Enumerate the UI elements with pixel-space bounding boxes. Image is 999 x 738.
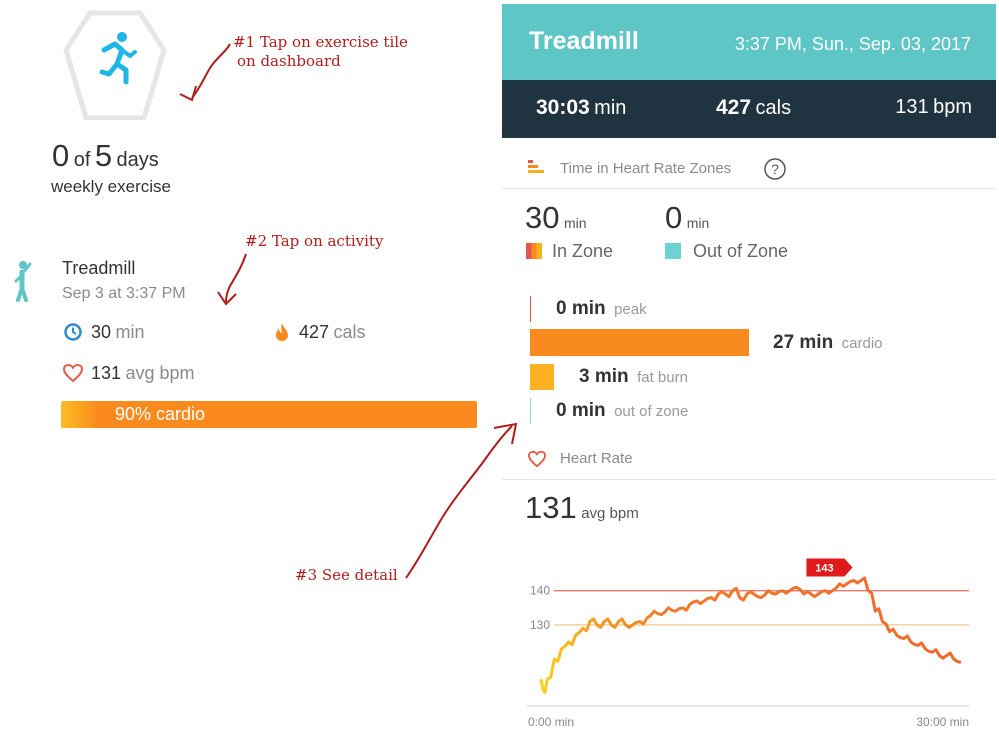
cardio-progress-bar: 90% cardio <box>61 401 477 428</box>
exercise-tile[interactable] <box>60 10 170 120</box>
annotation-step1-line2: on dashboard <box>237 52 341 70</box>
in-zone-value: 30 <box>525 200 560 235</box>
detail-duration-unit: min <box>594 97 627 119</box>
flame-icon <box>276 323 288 341</box>
annotation-step3: #3 See detail <box>295 566 398 584</box>
detail-calories-unit: cals <box>755 97 792 119</box>
exercise-count: 0 <box>52 138 70 173</box>
in-zone-swatch <box>526 243 542 259</box>
annotation-arrow-2 <box>217 253 247 306</box>
out-zone-value: 0 <box>665 200 683 235</box>
annotation-arrow-1 <box>179 43 231 102</box>
detail-datetime: 3:37 PM, Sun., Sep. 03, 2017 <box>734 34 971 54</box>
heart-icon <box>62 363 84 383</box>
detail-title: Treadmill <box>529 27 639 55</box>
activity-date: Sep 3 at 3:37 PM <box>62 285 186 302</box>
zones-section-title: Time in Heart Rate Zones <box>560 160 732 177</box>
heart-outline-icon <box>527 450 547 468</box>
out-zone-label: Out of Zone <box>693 241 789 261</box>
annotation-step2: #2 Tap on activity <box>245 232 384 250</box>
question-circle-icon[interactable]: ? <box>763 157 787 181</box>
walking-person-icon <box>14 261 32 302</box>
in-zone-unit: min <box>563 215 587 231</box>
zone-bar-out-of-zone <box>530 398 531 424</box>
heart-rate-divider <box>502 479 996 480</box>
zone-out-label: out of zone <box>614 403 689 420</box>
exercise-days-word: days <box>116 149 159 171</box>
zone-bar-cardio <box>530 329 749 356</box>
zone-bar-peak <box>530 296 531 322</box>
zone-peak-label: peak <box>614 301 647 318</box>
exercise-of-word: of <box>73 149 91 171</box>
activity-calories-unit: cals <box>333 322 366 342</box>
zone-bar-fat-burn <box>530 364 554 390</box>
max-heart-rate-badge <box>806 558 853 577</box>
zone-fat-burn-label: fat burn <box>637 369 688 386</box>
detail-calories-value: 427 <box>716 96 752 119</box>
annotation-arrow-3 <box>405 422 518 579</box>
activity-duration-value: 30 <box>91 322 112 342</box>
activity-list-item[interactable]: Treadmill Sep 3 at 3:37 PM 30 min 427 ca… <box>10 250 480 440</box>
activity-calories-value: 427 <box>299 322 330 342</box>
x-axis-end-label: 30:00 min <box>916 715 969 729</box>
zone-fat-burn-value: 3 min <box>579 366 629 387</box>
in-zone-label: In Zone <box>552 241 614 261</box>
detail-duration-value: 30:03 <box>536 96 590 119</box>
detail-bpm-unit: bpm <box>933 96 972 118</box>
x-axis-start-label: 0:00 min <box>528 715 574 729</box>
heart-rate-section-title: Heart Rate <box>560 450 633 467</box>
out-zone-swatch <box>665 243 681 259</box>
zone-cardio-value: 27 min <box>773 332 834 353</box>
zones-chart-icon <box>528 160 544 173</box>
detail-summary-bar: 30:03 min 427 cals 131 bpm <box>502 80 996 138</box>
exercise-goal: 5 <box>94 138 113 173</box>
out-zone-unit: min <box>686 215 710 231</box>
y-tick-label: 140 <box>530 584 550 598</box>
max-heart-rate-label: 143 <box>815 562 833 574</box>
heart-rate-avg-unit: avg bpm <box>581 505 639 522</box>
detail-bpm-value: 131 <box>895 96 929 118</box>
activity-title: Treadmill <box>62 258 136 278</box>
running-person-icon <box>99 32 137 85</box>
svg-text:?: ? <box>771 161 779 177</box>
y-tick-label: 130 <box>530 618 550 632</box>
exercise-subtitle: weekly exercise <box>51 177 171 196</box>
heart-rate-avg-value: 131 <box>525 490 577 525</box>
annotation-step1-line1: #1 Tap on exercise tile <box>233 33 408 51</box>
clock-icon <box>64 323 82 341</box>
activity-bpm-unit: avg bpm <box>125 363 195 383</box>
cardio-progress-label: 90% cardio <box>115 404 206 424</box>
heart-rate-chart: 140 130 143 0:00 min 30:00 min <box>527 558 969 729</box>
zone-peak-value: 0 min <box>556 298 606 319</box>
zone-out-value: 0 min <box>556 400 606 421</box>
detail-header: Treadmill 3:37 PM, Sun., Sep. 03, 2017 <box>502 4 996 80</box>
zone-cardio-label: cardio <box>841 335 883 352</box>
activity-duration-unit: min <box>115 322 145 342</box>
heart-rate-series-line <box>538 576 962 694</box>
activity-bpm-value: 131 <box>91 363 122 383</box>
zones-divider <box>502 188 996 189</box>
